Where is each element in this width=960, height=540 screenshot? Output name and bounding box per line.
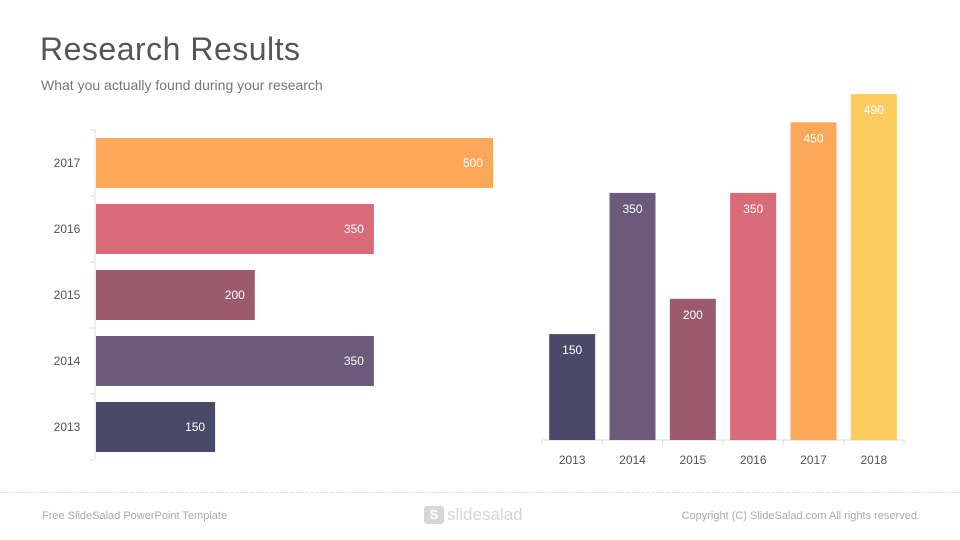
v-category-label-2016: 2016 [740, 453, 767, 467]
h-bar-2013 [96, 402, 216, 452]
h-bar-2017 [96, 138, 493, 188]
v-bar-2014 [609, 192, 656, 440]
footer-copyright: Copyright (C) SlideSalad.com All rights … [681, 510, 920, 522]
v-bar-2013 [549, 334, 596, 440]
h-value-label-2016: 350 [344, 222, 364, 236]
slidesalad-logo-text: slidesalad [447, 505, 523, 524]
v-bar-2015 [669, 298, 716, 440]
slide-title: Research Results [40, 31, 301, 67]
slidesalad-logo: S slidesalad [424, 505, 523, 525]
v-category-label-2015: 2015 [679, 453, 706, 467]
h-category-label-2016: 2016 [54, 222, 81, 236]
h-bar-2014 [96, 336, 374, 386]
v-value-label-2018: 490 [864, 103, 884, 117]
h-category-label-2017: 2017 [54, 156, 81, 170]
v-category-label-2013: 2013 [559, 453, 586, 467]
v-value-label-2017: 450 [803, 131, 823, 145]
v-bar-2017 [790, 122, 837, 441]
h-category-label-2013: 2013 [54, 420, 81, 434]
v-value-label-2015: 200 [683, 308, 703, 322]
h-value-label-2013: 150 [185, 420, 205, 434]
h-value-label-2017: 500 [463, 156, 483, 170]
v-bar-2018 [850, 94, 897, 440]
footer-template-credit: Free SlideSalad PowerPoint Template [42, 510, 228, 522]
slide-subtitle: What you actually found during your rese… [41, 77, 323, 93]
v-category-label-2014: 2014 [619, 453, 646, 467]
h-value-label-2015: 200 [225, 288, 245, 302]
h-value-label-2014: 350 [344, 354, 364, 368]
v-category-label-2018: 2018 [860, 453, 887, 467]
v-value-label-2014: 350 [622, 202, 642, 216]
h-bar-2015 [96, 270, 255, 320]
h-category-label-2014: 2014 [54, 354, 81, 368]
v-value-label-2016: 350 [743, 202, 763, 216]
h-bar-2016 [96, 204, 374, 254]
footer-divider [0, 492, 960, 493]
slidesalad-logo-icon: S [424, 506, 444, 524]
h-category-label-2015: 2015 [54, 288, 81, 302]
v-value-label-2013: 150 [562, 343, 582, 357]
v-bar-2016 [730, 192, 777, 440]
v-category-label-2017: 2017 [800, 453, 827, 467]
